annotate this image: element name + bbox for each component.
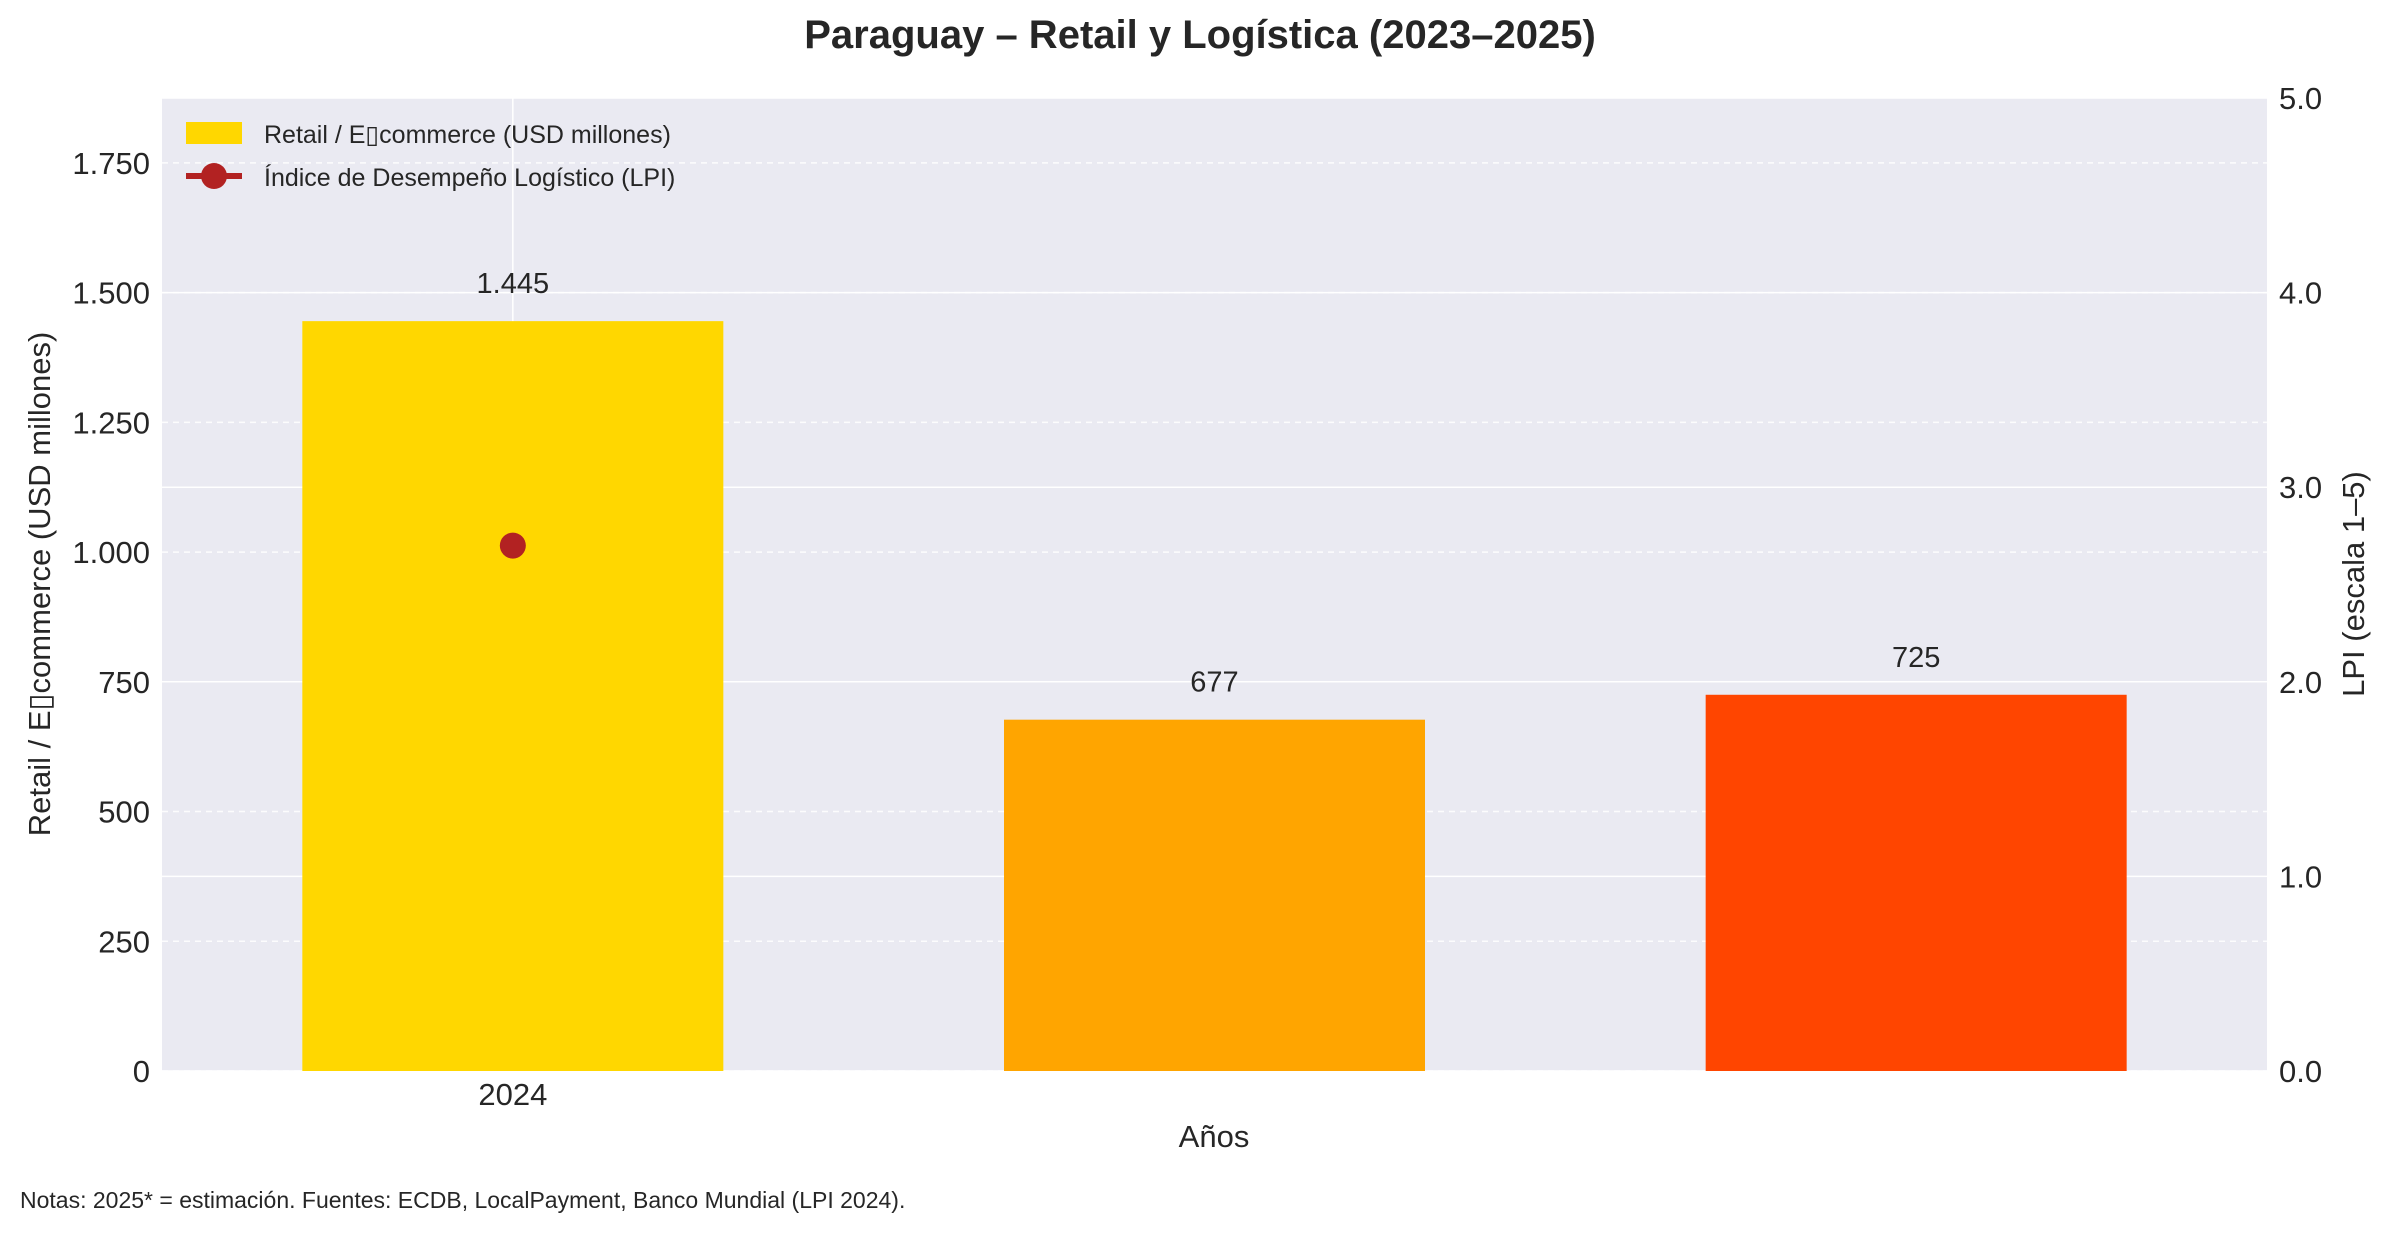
bar-2	[1705, 694, 2127, 1071]
left-axis-label: Retail / E▯commerce (USD millones)	[22, 332, 57, 837]
bar-value-label-0: 1.445	[477, 268, 550, 300]
right-axis-ticks: 0.0 1.0 2.0 3.0 4.0 5.0	[2279, 81, 2322, 1089]
left-tick-label-4: 1.000	[72, 535, 150, 570]
legend-swatch-lpi-marker	[201, 163, 227, 189]
right-tick-label-4: 4.0	[2279, 276, 2322, 311]
x-axis-label: Años	[1179, 1119, 1250, 1154]
right-axis-label: LPI (escala 1–5)	[2336, 471, 2371, 697]
x-axis-ticks: 2024	[478, 1077, 547, 1112]
left-tick-label-3: 750	[98, 665, 150, 700]
right-tick-label-2: 2.0	[2279, 665, 2322, 700]
x-tick-label-0: 2024	[478, 1077, 547, 1112]
footnote: Notas: 2025* = estimación. Fuentes: ECDB…	[20, 1187, 905, 1213]
bar-value-label-1: 677	[1190, 667, 1238, 699]
left-tick-label-1: 250	[98, 924, 150, 959]
right-tick-label-5: 5.0	[2279, 81, 2322, 116]
left-axis-ticks: 0 250 500 750 1.000 1.250 1.500 1.750	[72, 146, 150, 1089]
left-tick-label-2: 500	[98, 795, 150, 830]
legend-swatch-retail	[186, 122, 242, 144]
legend: Retail / E▯commerce (USD millones) Índic…	[186, 121, 675, 192]
chart-title: Paraguay – Retail y Logística (2023–2025…	[804, 13, 1596, 57]
legend-label-retail: Retail / E▯commerce (USD millones)	[264, 121, 671, 149]
lpi-series	[499, 532, 526, 559]
legend-label-lpi: Índice de Desempeño Logístico (LPI)	[264, 163, 675, 192]
left-tick-label-5: 1.250	[72, 405, 150, 440]
left-tick-label-0: 0	[133, 1054, 150, 1089]
bar-0	[302, 321, 724, 1071]
right-tick-label-0: 0.0	[2279, 1054, 2322, 1089]
right-tick-label-3: 3.0	[2279, 470, 2322, 505]
bar-1	[1004, 719, 1425, 1071]
left-tick-label-6: 1.500	[72, 276, 150, 311]
right-tick-label-1: 1.0	[2279, 859, 2322, 894]
bar-value-label-2: 725	[1892, 642, 1940, 674]
bar-value-labels: 1.445 677 725	[477, 268, 1941, 699]
left-tick-label-7: 1.750	[72, 146, 150, 181]
lpi-point-0	[499, 532, 526, 559]
bars	[302, 321, 2127, 1071]
